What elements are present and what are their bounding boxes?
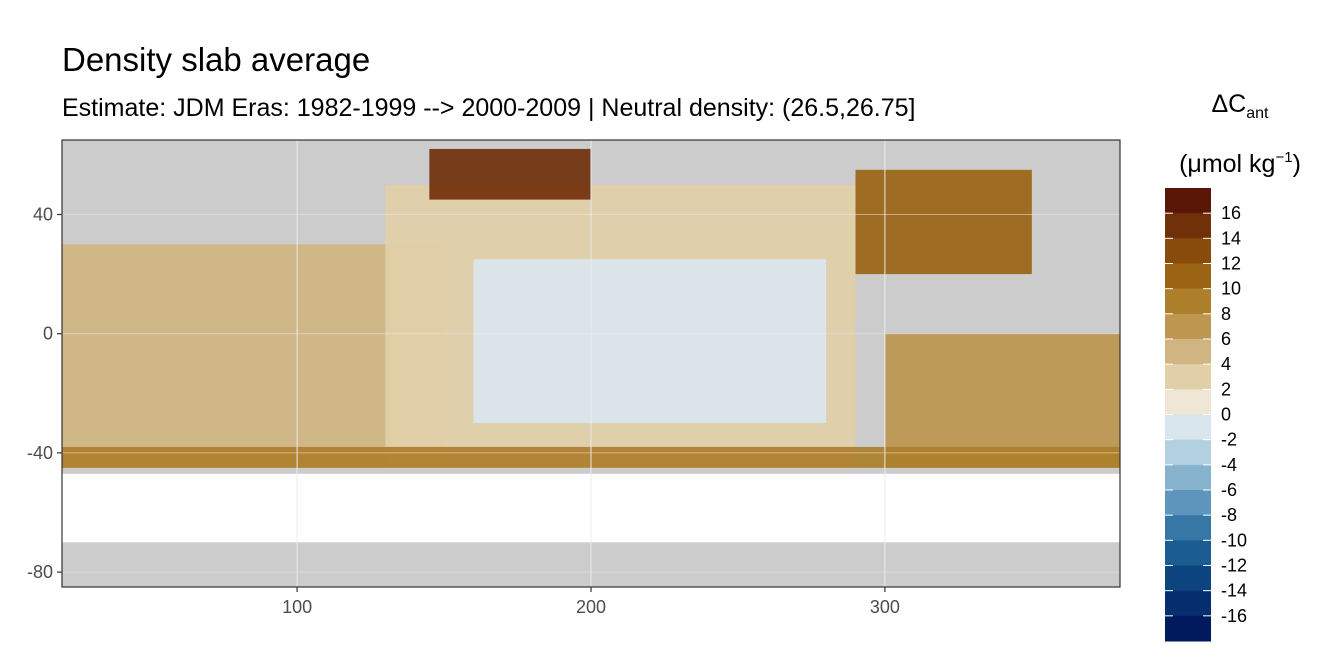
- region-north-atlantic: [855, 169, 1032, 275]
- legend-label: -4: [1221, 455, 1237, 475]
- legend-swatch: [1165, 590, 1211, 617]
- legend-swatch: [1165, 188, 1211, 214]
- region-indian: [62, 244, 445, 468]
- legend-label: -12: [1221, 556, 1247, 576]
- region-pacific-equatorial: [473, 259, 827, 424]
- chart-subtitle: Estimate: JDM Eras: 1982-1999 --> 2000-2…: [62, 94, 916, 122]
- legend-label: 0: [1221, 405, 1231, 425]
- legend-title-unit-line: (μmol kg−1): [1160, 136, 1320, 186]
- region-north-pacific: [429, 148, 591, 200]
- legend-label: -2: [1221, 430, 1237, 450]
- y-tick-label: 40: [33, 205, 53, 225]
- legend-unit-prefix: (μmol kg: [1179, 150, 1276, 178]
- x-tick-label: 100: [282, 597, 312, 617]
- legend-swatch: [1165, 565, 1211, 592]
- legend-swatch: [1165, 313, 1211, 340]
- x-tick-label: 200: [576, 597, 606, 617]
- legend-swatch: [1165, 414, 1211, 441]
- legend-swatch: [1165, 615, 1211, 642]
- legend-swatch: [1165, 213, 1211, 239]
- legend-swatch: [1165, 238, 1211, 264]
- y-tick-label: 0: [43, 324, 53, 344]
- legend-title: ΔCant (μmol kg−1): [1160, 82, 1320, 186]
- legend-swatch: [1165, 364, 1211, 390]
- x-tick-label: 300: [870, 597, 900, 617]
- legend-unit-superscript: −1: [1275, 149, 1293, 166]
- legend-label: -8: [1221, 505, 1237, 525]
- region-south-atlantic: [884, 333, 1120, 468]
- legend-label: -16: [1221, 606, 1247, 626]
- legend-label: 6: [1221, 329, 1231, 349]
- legend-label: 10: [1221, 279, 1241, 299]
- legend-label: 4: [1221, 354, 1231, 374]
- y-tick-label: -80: [27, 562, 53, 582]
- legend-label: 2: [1221, 379, 1231, 399]
- legend-title-symbol-line: ΔCant: [1160, 82, 1320, 136]
- legend-label: -10: [1221, 530, 1247, 550]
- chart-title: Density slab average: [62, 41, 371, 78]
- legend-swatch: [1165, 439, 1211, 466]
- legend-label: 12: [1221, 254, 1241, 274]
- legend-swatch: [1165, 263, 1211, 290]
- legend-label: -6: [1221, 480, 1237, 500]
- legend-label: 14: [1221, 228, 1241, 248]
- grid: [62, 140, 1120, 587]
- legend-swatch: [1165, 464, 1211, 491]
- legend-title-symbol: ΔC: [1211, 90, 1247, 118]
- legend-swatch: [1165, 540, 1211, 566]
- legend-unit-suffix: ): [1292, 150, 1301, 178]
- legend-swatch: [1165, 389, 1211, 415]
- y-tick-label: -40: [27, 443, 53, 463]
- map-layer: [62, 140, 1120, 587]
- legend-swatch: [1165, 515, 1211, 541]
- legend-label: -14: [1221, 581, 1247, 601]
- legend-title-subscript: ant: [1246, 105, 1269, 122]
- legend-swatch: [1165, 288, 1211, 315]
- legend-label: 8: [1221, 304, 1231, 324]
- legend-label: 16: [1221, 203, 1241, 223]
- legend-swatch: [1165, 490, 1211, 516]
- legend-swatch: [1165, 339, 1211, 365]
